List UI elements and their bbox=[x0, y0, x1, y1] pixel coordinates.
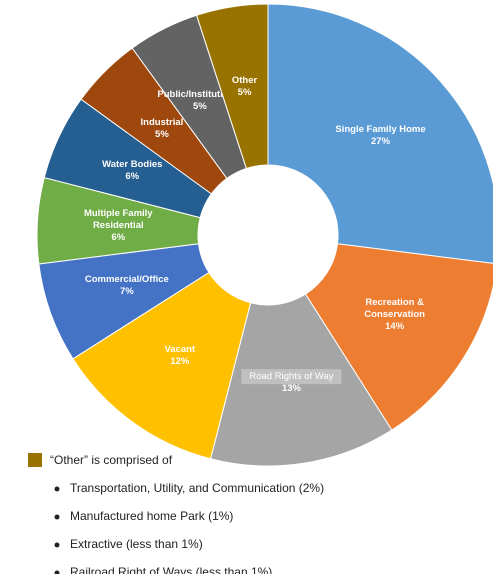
donut-segment bbox=[72, 271, 252, 460]
label: Single Family Home 27% bbox=[333, 114, 429, 158]
donut-segment bbox=[195, 3, 269, 170]
note-item: Transportation, Utility, and Communicati… bbox=[70, 481, 324, 495]
category-label: Other bbox=[231, 74, 258, 86]
label: Multiple Family Residential 6% bbox=[70, 204, 166, 248]
category-label: Industrial bbox=[140, 116, 184, 128]
value-label: 13% bbox=[281, 383, 301, 395]
donut-segment bbox=[267, 3, 493, 264]
value-label: 5% bbox=[237, 86, 252, 98]
value-label: 5% bbox=[193, 101, 207, 113]
bullet bbox=[54, 570, 60, 574]
note-title: “Other” is comprised of bbox=[50, 453, 173, 467]
label: Other 5% bbox=[197, 65, 293, 109]
label: Road Rights of Way 13% bbox=[243, 361, 339, 405]
label: Water Bodies 6% bbox=[84, 149, 180, 193]
label: Vacant 12% bbox=[132, 334, 228, 378]
bullet bbox=[54, 542, 60, 548]
category-label: Road Rights of Way bbox=[249, 371, 334, 383]
value-label: 14% bbox=[385, 321, 405, 333]
note-item: Extractive (less than 1%) bbox=[70, 537, 203, 551]
category-label: Vacant bbox=[164, 344, 196, 356]
category-label: Commercial/Office bbox=[84, 273, 169, 285]
category-label: Water Bodies bbox=[102, 159, 163, 171]
category-label: Public/Institutional bbox=[157, 89, 243, 101]
value-label: 6% bbox=[125, 171, 140, 183]
value-label: 7% bbox=[119, 285, 134, 297]
donut-segment bbox=[304, 243, 493, 431]
note-item: Manufactured home Park (1%) bbox=[70, 509, 233, 523]
category-label: Single Family Home bbox=[335, 123, 426, 135]
bullet bbox=[54, 514, 60, 520]
bullet bbox=[54, 486, 60, 492]
value-label: 12% bbox=[170, 356, 190, 368]
label: Industrial 5% bbox=[114, 107, 210, 151]
label: Commercial/Office 7% bbox=[79, 264, 175, 308]
label-box bbox=[241, 369, 342, 385]
value-label: 27% bbox=[371, 135, 391, 147]
category-label: Multiple Family Residential bbox=[83, 207, 153, 231]
label: Public/Institutional 5% bbox=[152, 79, 248, 123]
value-label: 6% bbox=[111, 231, 126, 243]
note-item: Railroad Right of Ways (less than 1%) bbox=[70, 565, 272, 574]
category-label: Recreation & Conservation bbox=[364, 297, 425, 321]
value-label: 5% bbox=[155, 128, 169, 140]
label: Recreation & Conservation 14% bbox=[347, 293, 443, 337]
note-swatch bbox=[28, 453, 42, 467]
